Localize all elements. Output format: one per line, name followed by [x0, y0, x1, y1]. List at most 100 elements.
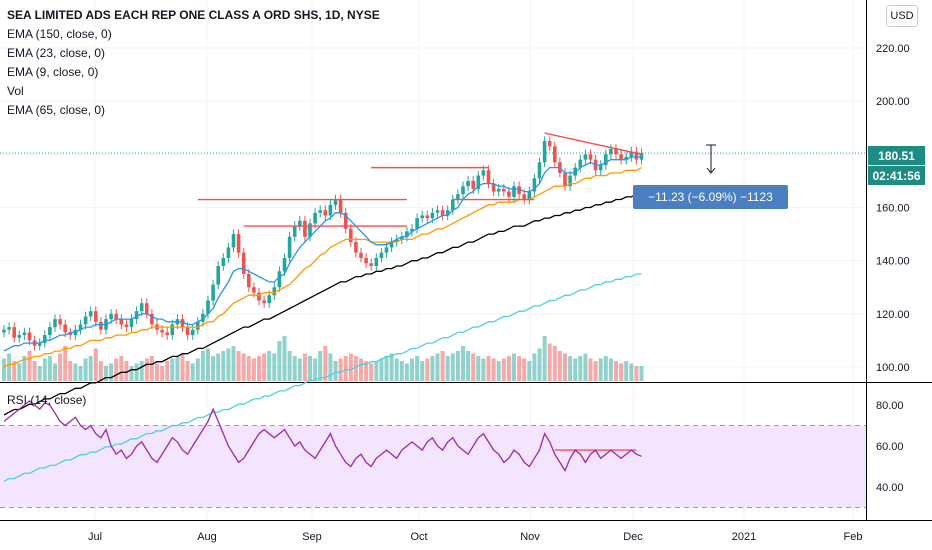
volume-bar: [42, 358, 47, 381]
volume-bar: [104, 366, 108, 381]
price-tick-label: 120.00: [876, 309, 910, 321]
candle-body: [481, 170, 486, 176]
candle-body: [211, 284, 215, 301]
measure-arrow-head: [706, 167, 716, 174]
candle-body: [94, 311, 98, 322]
measure-arrow[interactable]: [706, 144, 716, 174]
candle-body: [323, 210, 328, 216]
candle-body: [619, 154, 623, 160]
candle-body: [425, 215, 430, 219]
candle-body: [634, 151, 639, 160]
volume-bar: [282, 336, 287, 381]
volume-bar: [384, 356, 389, 381]
candle-body: [588, 154, 593, 160]
volume-bar: [506, 356, 511, 381]
candle-body: [420, 215, 424, 219]
ema65-line: [3, 193, 642, 416]
rsi-tick-label: 40.00: [876, 482, 904, 494]
rsi-label[interactable]: RSI (14, close): [7, 393, 87, 407]
volume-bar: [119, 356, 124, 381]
legend-ema150[interactable]: EMA (150, close, 0): [7, 27, 112, 41]
volume-bar: [603, 356, 608, 381]
volume-bar: [394, 358, 399, 381]
volume-bar: [185, 361, 190, 381]
volume-bar: [512, 353, 516, 381]
volume-bar: [98, 361, 103, 381]
legend: SEA LIMITED ADS EACH REP ONE CLASS A ORD…: [7, 6, 380, 120]
candle-body: [609, 149, 613, 155]
candle-body: [180, 319, 185, 328]
candle-body: [486, 170, 491, 184]
candle-body: [405, 231, 409, 237]
legend-ema9[interactable]: EMA (9, close, 0): [7, 65, 99, 79]
volume-bar: [547, 343, 552, 381]
volume-bar: [47, 356, 52, 381]
volume-bar: [206, 348, 210, 381]
volume-bar: [22, 356, 27, 381]
volume-bar: [461, 346, 465, 381]
volume-bar: [614, 361, 618, 381]
trend-lines: [197, 132, 642, 227]
volume-bar: [2, 358, 6, 381]
candle-body: [196, 321, 200, 330]
volume-bar: [313, 358, 318, 381]
candle-body: [532, 178, 537, 192]
volume-bar: [404, 363, 409, 381]
candle-body: [461, 186, 465, 195]
candle-body: [139, 303, 144, 312]
volume-bar: [226, 348, 231, 381]
volume-bar: [292, 356, 297, 381]
candle-body: [170, 324, 175, 336]
volume-bar: [83, 358, 88, 381]
volume-bar: [491, 358, 496, 381]
candle-body: [604, 154, 608, 165]
candle-body: [379, 252, 384, 259]
ema23-line: [3, 167, 642, 368]
volume-bar: [328, 353, 333, 381]
candle-body: [165, 332, 169, 336]
legend-ema23[interactable]: EMA (23, close, 0): [7, 46, 106, 60]
time-tick-label: Feb: [844, 531, 863, 543]
time-tick-label: Jul: [88, 531, 102, 543]
candle-body: [160, 329, 164, 333]
candle-body: [328, 204, 333, 216]
currency-button[interactable]: USD: [886, 5, 918, 27]
trend-line: [544, 132, 642, 156]
volume-bar: [455, 351, 460, 381]
candle-body: [614, 149, 618, 155]
volume-bar: [593, 361, 598, 381]
volume-bar: [430, 356, 435, 381]
volume-bar: [12, 361, 17, 381]
volume-bar: [27, 351, 32, 381]
candle-body: [185, 327, 190, 336]
price-tick-label: 100.00: [876, 362, 910, 374]
legend-vol[interactable]: Vol: [7, 84, 24, 98]
volume-bar: [308, 356, 312, 381]
candle-body: [410, 228, 414, 232]
volume-bar: [134, 363, 139, 381]
candle-body: [430, 212, 435, 219]
volume-bar: [629, 363, 634, 381]
candle-body: [394, 239, 399, 243]
volume-bar: [180, 353, 185, 381]
volume-bar: [435, 353, 440, 381]
volume-bar: [175, 356, 180, 381]
candle-body: [343, 212, 348, 229]
price-tag: 180.51: [868, 146, 925, 165]
chart-title: SEA LIMITED ADS EACH REP ONE CLASS A ORD…: [7, 8, 380, 22]
volume-bar: [231, 346, 236, 381]
volume-bar: [522, 358, 527, 381]
candle-body: [624, 156, 628, 160]
volume-bar: [246, 356, 251, 381]
volume-bar: [588, 358, 593, 381]
volume-bar: [557, 351, 562, 381]
candle-body: [53, 319, 57, 328]
price-tick-label: 160.00: [876, 203, 910, 215]
volume-bar: [532, 353, 537, 381]
time-tick-label: Oct: [410, 531, 427, 543]
legend-ema65[interactable]: EMA (65, close, 0): [7, 103, 106, 117]
volume-bar: [496, 361, 501, 381]
volume-bar: [425, 358, 430, 381]
candle-body: [440, 210, 445, 216]
